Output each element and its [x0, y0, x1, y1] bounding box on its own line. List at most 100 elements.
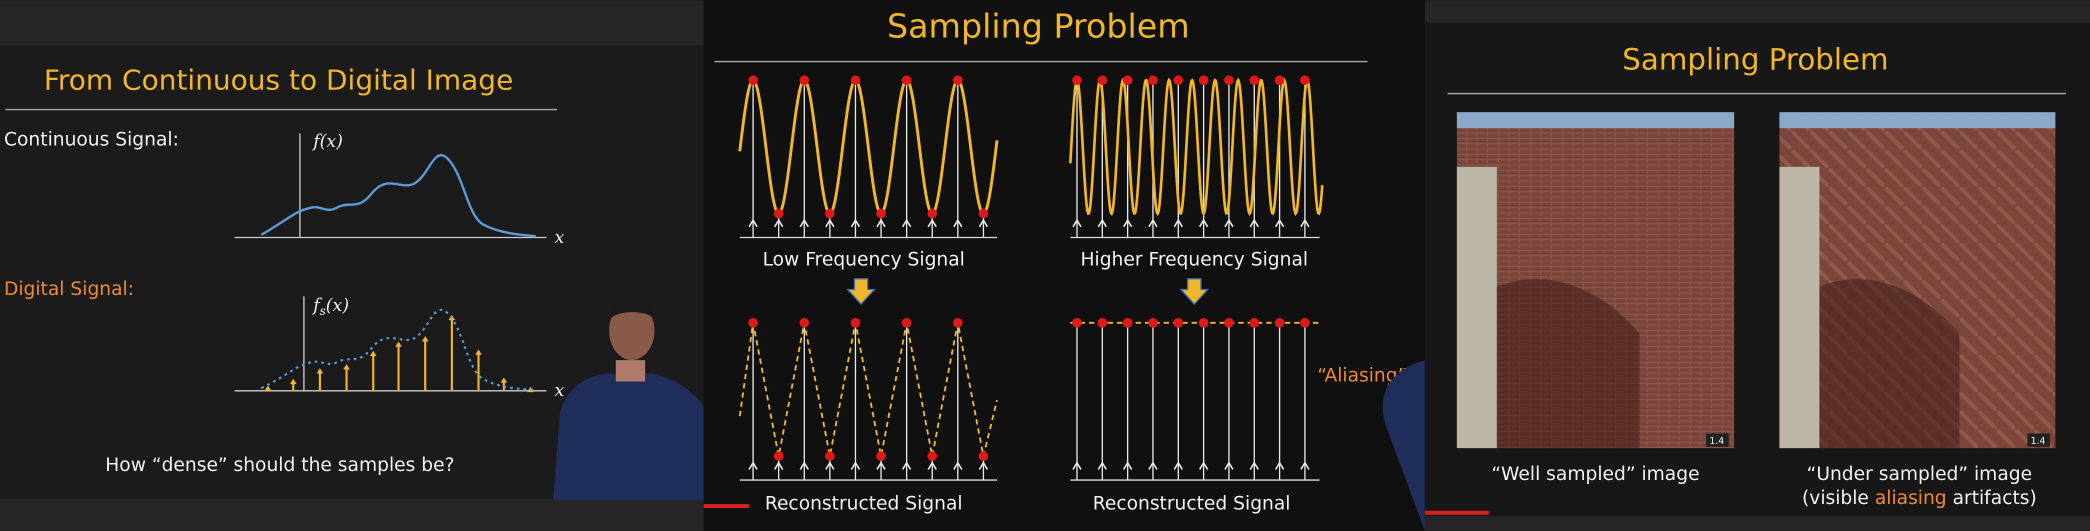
- plot-label: Higher Frequency Signal: [1080, 250, 1308, 271]
- sample-head: [774, 218, 784, 228]
- sample-head: [1224, 461, 1234, 470]
- question: How “dense” should the samples be?: [105, 455, 454, 476]
- sample-dot: [978, 451, 989, 461]
- sample-head: [927, 461, 937, 470]
- plots: [738, 75, 1324, 481]
- sample-head: [748, 218, 758, 228]
- sample-head: [1224, 218, 1234, 228]
- sample-dot: [799, 75, 810, 86]
- stem-head: [264, 385, 272, 391]
- stem-head: [500, 377, 508, 383]
- sample-head: [774, 461, 784, 470]
- sample-head: [978, 461, 989, 470]
- axis-label: fs(x): [311, 296, 349, 318]
- sample-dot: [1224, 75, 1234, 86]
- sample-dot: [1148, 75, 1158, 86]
- caption: “Well sampled” image: [1491, 464, 1699, 485]
- sample-dot: [901, 318, 912, 328]
- axis-label: x: [554, 228, 564, 248]
- signal: [738, 78, 999, 216]
- sample-dot: [1072, 318, 1082, 328]
- sample-head: [1249, 461, 1259, 470]
- sample-head: [901, 461, 912, 470]
- stem-head: [316, 368, 324, 374]
- sample-dot: [799, 318, 810, 328]
- sample-head: [1072, 461, 1082, 470]
- sample-head: [850, 461, 861, 470]
- sample-head: [799, 218, 809, 228]
- sample-head: [1097, 461, 1107, 470]
- badge: 1.4: [2031, 436, 2046, 447]
- sample-head: [1148, 461, 1158, 470]
- sample-head: [1300, 218, 1310, 228]
- progress: [703, 504, 750, 509]
- sample-dot: [1249, 318, 1260, 328]
- progress: [1424, 510, 1489, 515]
- sample-dot: [1198, 75, 1209, 86]
- sample-dot: [1274, 318, 1285, 328]
- sample-dot: [825, 208, 835, 219]
- sample-dot: [1122, 75, 1133, 86]
- caption: (visible aliasing artifacts): [1802, 488, 2037, 509]
- sample-head: [1173, 461, 1183, 470]
- continuous-curve: [260, 154, 536, 238]
- sample-dot: [850, 75, 861, 86]
- sample-dot: [1122, 318, 1133, 328]
- plot-label: Low Frequency Signal: [763, 250, 965, 271]
- caption: “Under sampled” image: [1807, 464, 2032, 485]
- sample-dot: [901, 75, 912, 86]
- sample-dot: [825, 451, 835, 461]
- sample-head: [876, 461, 886, 470]
- sample-head: [1249, 218, 1259, 228]
- plot-label: Reconstructed Signal: [765, 493, 963, 514]
- sample-dot: [748, 75, 758, 86]
- stem-head: [527, 386, 534, 393]
- sample-dot: [748, 318, 758, 328]
- sample-dot: [927, 451, 938, 461]
- sample-dot: [1224, 318, 1234, 328]
- sample-dot: [953, 75, 963, 86]
- sample-head: [1122, 218, 1133, 228]
- stem-head: [343, 364, 350, 370]
- sample-head: [850, 218, 861, 228]
- sample-head: [1097, 218, 1107, 228]
- axis-label: x: [554, 381, 564, 401]
- sample-head: [1274, 461, 1285, 470]
- sample-dot: [876, 451, 886, 461]
- label: Continuous Signal:: [4, 130, 179, 151]
- sample-head: [1148, 218, 1158, 228]
- axis-label: f(x): [311, 132, 343, 152]
- sample-head: [1198, 218, 1209, 228]
- sample-head: [1300, 461, 1310, 470]
- plot-label: Reconstructed Signal: [1093, 493, 1291, 514]
- dotted-curve: [260, 308, 536, 391]
- stem-head: [369, 350, 377, 357]
- sample-head: [901, 218, 912, 228]
- presenter-edge: [1382, 360, 1425, 531]
- photo: [1779, 112, 2056, 449]
- signal: [1068, 77, 1324, 217]
- sample-dot: [1249, 75, 1260, 86]
- sample-head: [1198, 461, 1209, 470]
- sample-head: [825, 461, 835, 470]
- sample-head: [927, 218, 937, 228]
- slide-title: From Continuous to Digital Image: [44, 64, 513, 97]
- stem-head: [475, 349, 482, 355]
- sample-head: [825, 218, 835, 228]
- sample-dot: [978, 208, 989, 219]
- sample-dot: [1097, 75, 1108, 86]
- sample-dot: [1198, 318, 1209, 328]
- photo: [1456, 112, 1735, 449]
- sample-head: [978, 218, 989, 228]
- sample-dot: [773, 208, 784, 219]
- sample-head: [748, 461, 758, 470]
- sample-dot: [1300, 318, 1310, 328]
- label: Digital Signal:: [4, 279, 134, 300]
- arrow: [846, 278, 876, 306]
- sample-head: [1122, 461, 1133, 470]
- slide-title: Sampling Problem: [1622, 43, 1888, 77]
- sample-dot: [1173, 318, 1184, 328]
- stem-head: [421, 336, 429, 342]
